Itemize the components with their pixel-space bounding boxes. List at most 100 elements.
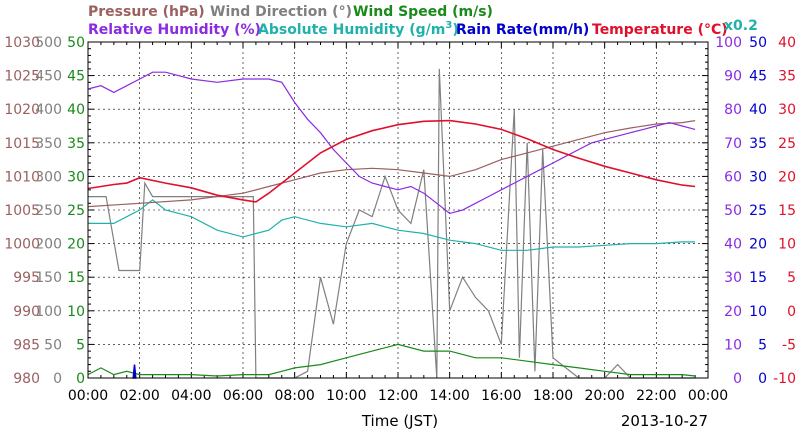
y-tick-label-rain-rate: 40 — [749, 102, 767, 118]
y-tick-label-rain-rate: 30 — [749, 169, 767, 185]
y-tick-label-wind-speed: 25 — [67, 203, 85, 219]
y-tick-label-rain-rate: 35 — [749, 136, 767, 152]
legend-wind-speed: Wind Speed (m/s) — [353, 4, 493, 20]
y-tick-label-wind-speed: 40 — [67, 102, 85, 118]
y-tick-label-wind-direction: 400 — [35, 102, 62, 118]
legend-absolute-humidity-sup: 3 — [445, 20, 452, 31]
y-tick-label-wind-direction: 0 — [53, 371, 62, 387]
y-tick-label-wind-speed: 35 — [67, 136, 85, 152]
y-tick-label-wind-direction: 250 — [35, 203, 62, 219]
y-tick-label-temperature: 5 — [787, 270, 796, 286]
y-tick-label-wind-direction: 50 — [44, 337, 62, 353]
y-tick-label-rain-rate: 50 — [749, 35, 767, 51]
y-tick-label-wind-speed: 50 — [67, 35, 85, 51]
series-lines — [87, 68, 696, 379]
legend-temperature: Temperature (°C) — [592, 22, 728, 38]
y-tick-label-pressure: 1005 — [4, 203, 40, 219]
y-tick-label-wind-speed: 10 — [67, 304, 85, 320]
y-tick-label-relative-humidity: 70 — [724, 136, 742, 152]
y-tick-label-rain-rate: 0 — [758, 371, 767, 387]
y-tick-label-relative-humidity: 0 — [733, 371, 742, 387]
plot-frame — [87, 41, 709, 379]
y-tick-label-pressure: 990 — [13, 304, 40, 320]
y-tick-label-temperature: -5 — [782, 337, 796, 353]
y-tick-label-temperature: 10 — [778, 237, 796, 253]
x-axis-ticks: 00:00 02:00 04:00 06:00 08:00 10:00 12:00 14:00… — [68, 388, 728, 404]
y-tick-label-pressure: 1015 — [4, 136, 40, 152]
x-tick-label: 00:00 — [688, 388, 728, 404]
x-tick-label: 10:00 — [326, 388, 366, 404]
chart-date: 2013-10-27 — [621, 412, 708, 430]
legend-absolute-humidity-text: Absolute Humidity (g/m — [258, 22, 445, 38]
y-tick-label-wind-speed: 20 — [67, 237, 85, 253]
series-absolute-humidity-g-m3 — [88, 199, 696, 251]
x-tick-label: 04:00 — [171, 388, 211, 404]
y-tick-label-rain-rate: 45 — [749, 69, 767, 85]
series-temperature-c — [87, 119, 696, 203]
x-tick-label: 06:00 — [223, 388, 263, 404]
x-tick-label: 08:00 — [274, 388, 314, 404]
y-tick-label-wind-direction: 300 — [35, 169, 62, 185]
y-tick-label-rain-rate: 20 — [749, 237, 767, 253]
y-tick-label-wind-speed: 30 — [67, 169, 85, 185]
y-tick-label-temperature: 20 — [778, 169, 796, 185]
series-wind-direction — [88, 68, 696, 379]
y-tick-label-relative-humidity: 40 — [724, 237, 742, 253]
y-tick-label-temperature: -10 — [773, 371, 796, 387]
y-tick-label-pressure: 985 — [13, 337, 40, 353]
x-tick-label: 18:00 — [533, 388, 573, 404]
y-tick-label-pressure: 995 — [13, 270, 40, 286]
legend-multiplier: x0.2 — [724, 18, 758, 34]
y-tick-label-relative-humidity: 60 — [724, 169, 742, 185]
y-tick-label-pressure: 1000 — [4, 237, 40, 253]
legend-pressure: Pressure (hPa) — [88, 4, 205, 20]
x-tick-label: 12:00 — [378, 388, 418, 404]
y-tick-label-pressure: 980 — [13, 371, 40, 387]
series-pressure-hpa — [87, 120, 696, 208]
y-tick-label-wind-speed: 0 — [76, 371, 85, 387]
y-tick-label-relative-humidity: 10 — [724, 337, 742, 353]
x-tick-label: 20:00 — [584, 388, 624, 404]
y-tick-label-temperature: 25 — [778, 136, 796, 152]
legend-absolute-humidity-tail: ) — [452, 22, 458, 38]
y-tick-label-wind-speed: 15 — [67, 270, 85, 286]
y-tick-label-pressure: 1030 — [4, 35, 40, 51]
y-tick-label-temperature: 15 — [778, 203, 796, 219]
y-tick-label-wind-direction: 200 — [35, 237, 62, 253]
y-tick-label-relative-humidity: 80 — [724, 102, 742, 118]
y-tick-label-wind-speed: 45 — [67, 69, 85, 85]
y-tick-label-temperature: 35 — [778, 69, 796, 85]
y-tick-label-wind-direction: 100 — [35, 304, 62, 320]
series-wind-speed-m-s — [87, 343, 696, 377]
x-tick-label: 00:00 — [68, 388, 108, 404]
y-tick-label-temperature: 40 — [778, 35, 796, 51]
series-rain-rate-mm-h — [132, 364, 137, 379]
y-tick-label-rain-rate: 5 — [758, 337, 767, 353]
y-tick-label-pressure: 1025 — [4, 69, 40, 85]
y-tick-label-pressure: 1010 — [4, 169, 40, 185]
y-tick-label-temperature: 30 — [778, 102, 796, 118]
y-tick-label-relative-humidity: 100 — [715, 35, 742, 51]
x-tick-label: 16:00 — [481, 388, 521, 404]
legend-relative-humidity: Relative Humidity (%) — [88, 22, 261, 38]
series-relative-humidity — [87, 71, 696, 215]
legend-absolute-humidity: Absolute Humidity (g/m3) — [258, 20, 459, 38]
y-tick-label-wind-direction: 350 — [35, 136, 62, 152]
y-tick-label-relative-humidity: 30 — [724, 270, 742, 286]
y-tick-label-relative-humidity: 50 — [724, 203, 742, 219]
y-tick-label-rain-rate: 15 — [749, 270, 767, 286]
y-tick-label-rain-rate: 10 — [749, 304, 767, 320]
y-tick-label-relative-humidity: 20 — [724, 304, 742, 320]
x-tick-label: 22:00 — [636, 388, 676, 404]
x-tick-label: 14:00 — [429, 388, 469, 404]
y-tick-label-temperature: 0 — [787, 304, 796, 320]
y-tick-label-rain-rate: 25 — [749, 203, 767, 219]
x-axis-label: Time (JST) — [361, 412, 438, 430]
y-tick-label-relative-humidity: 90 — [724, 69, 742, 85]
legend-rain-rate: Rain Rate(mm/h) — [456, 22, 589, 38]
legend-wind-direction: Wind Direction (°) — [210, 4, 352, 20]
x-tick-label: 02:00 — [119, 388, 159, 404]
y-tick-label-wind-direction: 150 — [35, 270, 62, 286]
y-tick-label-wind-direction: 450 — [35, 69, 62, 85]
